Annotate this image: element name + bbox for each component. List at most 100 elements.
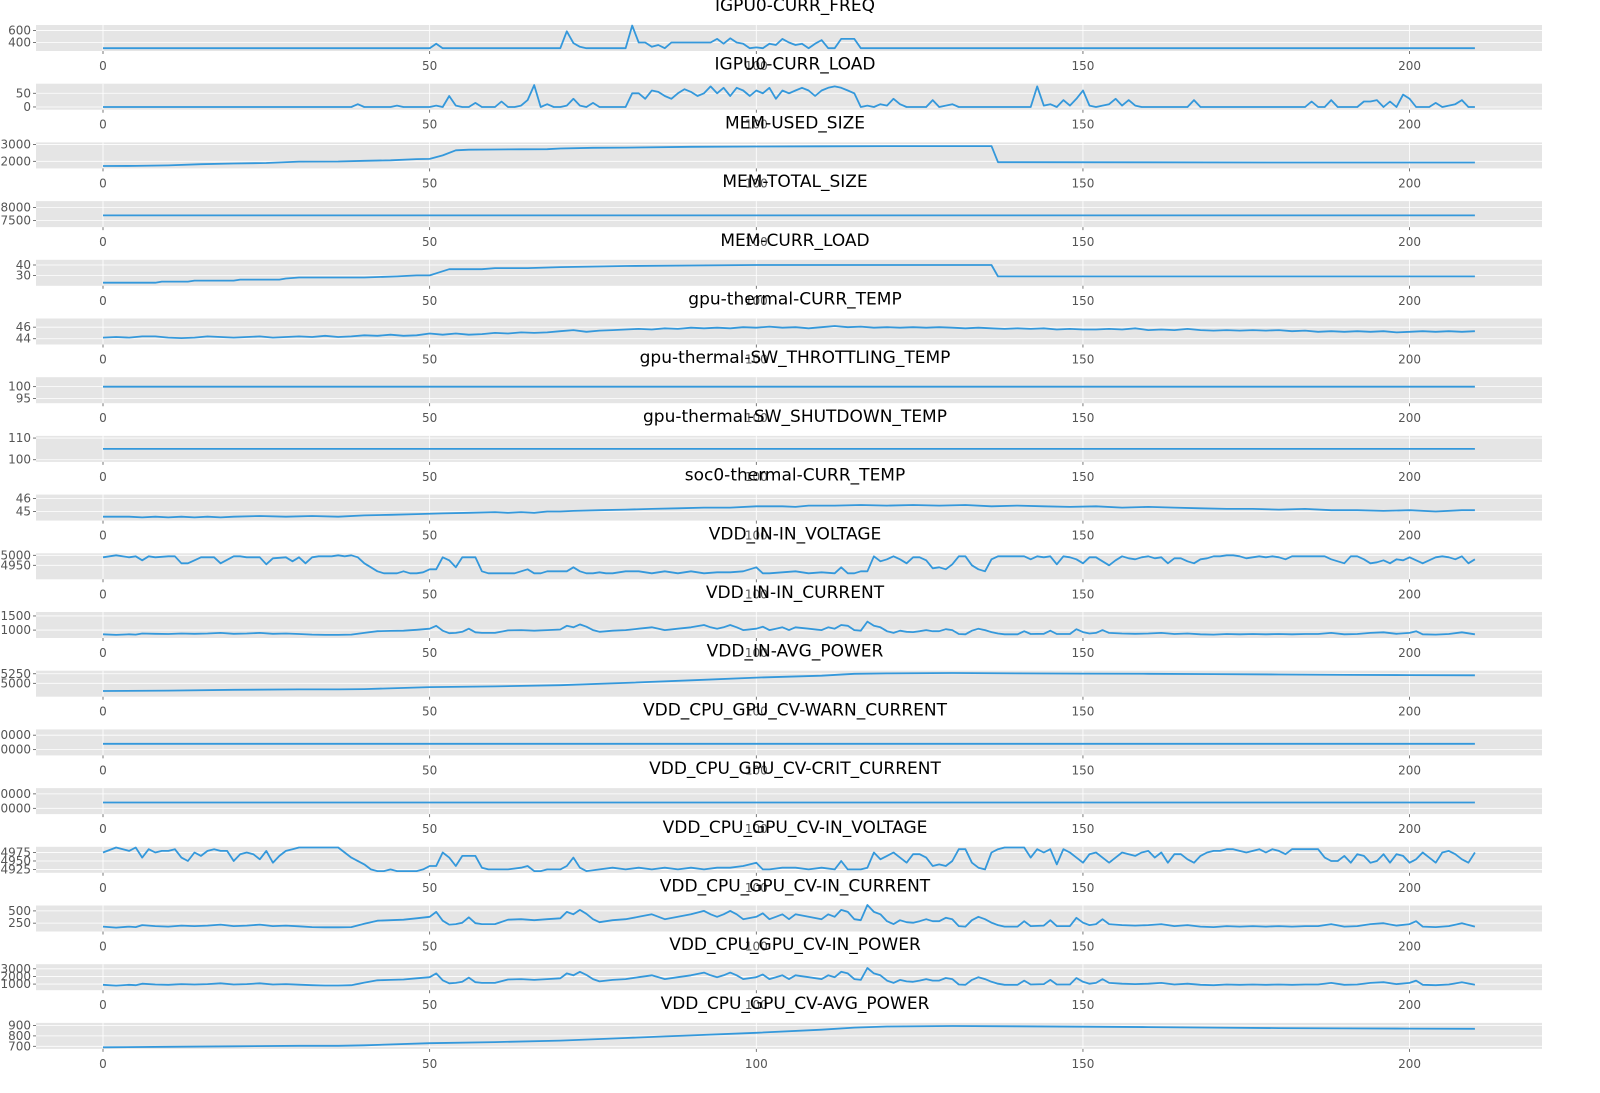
y-tick-label: 3000 [0,137,31,151]
chart-title: gpu-thermal-CURR_TEMP [688,290,901,310]
x-tick-label: 150 [1071,763,1094,777]
y-tick-label: 40000 [0,728,31,742]
x-tick-label: 100 [745,470,768,484]
x-tick-label: 200 [1398,59,1421,73]
x-tick-label: 50 [422,118,437,132]
y-tick-label: 5000 [0,676,31,690]
y-tick-label: 0 [23,100,31,114]
x-tick-label: 150 [1071,59,1094,73]
y-tick-label: 40 [16,258,31,272]
y-tick-label: 4950 [0,854,31,868]
x-tick-label: 0 [99,822,107,836]
chart-title: VDD_CPU_GPU_CV-IN_CURRENT [660,877,931,897]
x-tick-label: 100 [745,59,768,73]
x-tick-label: 0 [99,646,107,660]
chart-panel: 0 50 100 150 200 100 110 gpu-thermal-SW_SHUTDOW… [8,407,1542,484]
series-line [103,84,1475,108]
series-line [103,504,1475,519]
chart-title: VDD_CPU_GPU_CV-CRIT_CURRENT [649,759,941,779]
x-tick-label: 150 [1071,646,1094,660]
x-tick-label: 100 [745,235,768,249]
chart-title: gpu-thermal-SW_SHUTDOWN_TEMP [643,407,947,427]
x-tick-label: 200 [1398,470,1421,484]
plot-background [36,788,1542,815]
x-tick-label: 200 [1398,705,1421,719]
x-tick-label: 0 [99,235,107,249]
y-tick-label: 30000 [0,743,31,757]
series-line [102,1025,1475,1049]
x-tick-label: 50 [422,998,437,1012]
x-tick-label: 200 [1398,529,1421,543]
y-tick-label: 4950 [0,558,31,572]
y-tick-label: 110 [8,431,31,445]
y-tick-label: 50 [16,86,31,100]
x-tick-label: 50 [422,646,437,660]
x-tick-label: 150 [1071,822,1094,836]
x-tick-label: 0 [99,59,107,73]
chart-panel: 0 50 100 150 20095100gpu-thermal-SW_THROTTLI… [8,348,1542,425]
chart-title: VDD_IN-AVG_POWER [707,642,884,662]
plot-background [36,201,1542,228]
y-tick-label: 3000 [0,962,31,976]
series-line [102,904,1476,929]
x-tick-label: 50 [422,763,437,777]
x-tick-label: 150 [1071,881,1094,895]
y-tick-label: 500 [8,904,31,918]
series-line [102,672,1475,692]
x-tick-label: 100 [745,705,768,719]
y-tick-label: 800 [8,1029,31,1043]
chart-title: MEM-USED_SIZE [725,113,865,133]
x-tick-label: 50 [422,353,437,367]
x-tick-label: 100 [745,763,768,777]
x-tick-label: 50 [422,235,437,249]
chart-title: VDD_CPU_GPU_CV-WARN_CURRENT [643,700,948,720]
x-tick-label: 200 [1398,411,1421,425]
y-tick-label: 900 [8,1019,31,1033]
x-tick-label: 200 [1398,763,1421,777]
x-tick-label: 50 [422,411,437,425]
y-tick-label: 100 [8,453,31,467]
x-tick-label: 0 [99,763,107,777]
x-tick-label: 100 [745,529,768,543]
x-tick-label: 0 [99,411,107,425]
x-tick-label: 100 [745,176,768,190]
x-tick-label: 150 [1071,1057,1094,1071]
x-tick-label: 150 [1071,235,1094,249]
y-tick-label: 1000 [0,623,31,637]
x-tick-label: 100 [745,353,768,367]
x-tick-label: 50 [422,705,437,719]
x-tick-label: 100 [745,1057,768,1071]
x-tick-label: 0 [99,353,107,367]
x-tick-label: 150 [1071,529,1094,543]
x-tick-label: 200 [1398,1057,1421,1071]
x-tick-label: 0 [99,998,107,1012]
x-tick-label: 0 [99,1057,107,1071]
x-tick-label: 100 [745,881,768,895]
x-tick-label: 50 [422,940,437,954]
chart-title: MEM-CURR_LOAD [720,231,869,251]
y-tick-label: 7500 [0,214,31,228]
y-tick-label: 46 [16,320,31,334]
x-tick-label: 200 [1398,587,1421,601]
y-tick-label: 250 [8,916,31,930]
y-tick-label: 700 [8,1039,31,1053]
y-tick-label: 8000 [0,201,31,215]
y-tick-label: 46 [16,492,31,506]
plot-background [36,964,1542,991]
x-tick-label: 50 [422,470,437,484]
x-tick-label: 100 [745,118,768,132]
chart-panel: 0 50 100 150 200 3000040000 VDD_CPU_GPU_CV-CRI… [0,759,1542,836]
x-tick-label: 50 [422,587,437,601]
chart-title: VDD_IN-IN_VOLTAGE [709,524,882,544]
series-line [102,620,1476,636]
y-tick-label: 30 [16,268,31,282]
x-tick-label: 0 [99,529,107,543]
x-tick-label: 150 [1071,411,1094,425]
x-tick-label: 150 [1071,118,1094,132]
x-tick-label: 0 [99,294,107,308]
